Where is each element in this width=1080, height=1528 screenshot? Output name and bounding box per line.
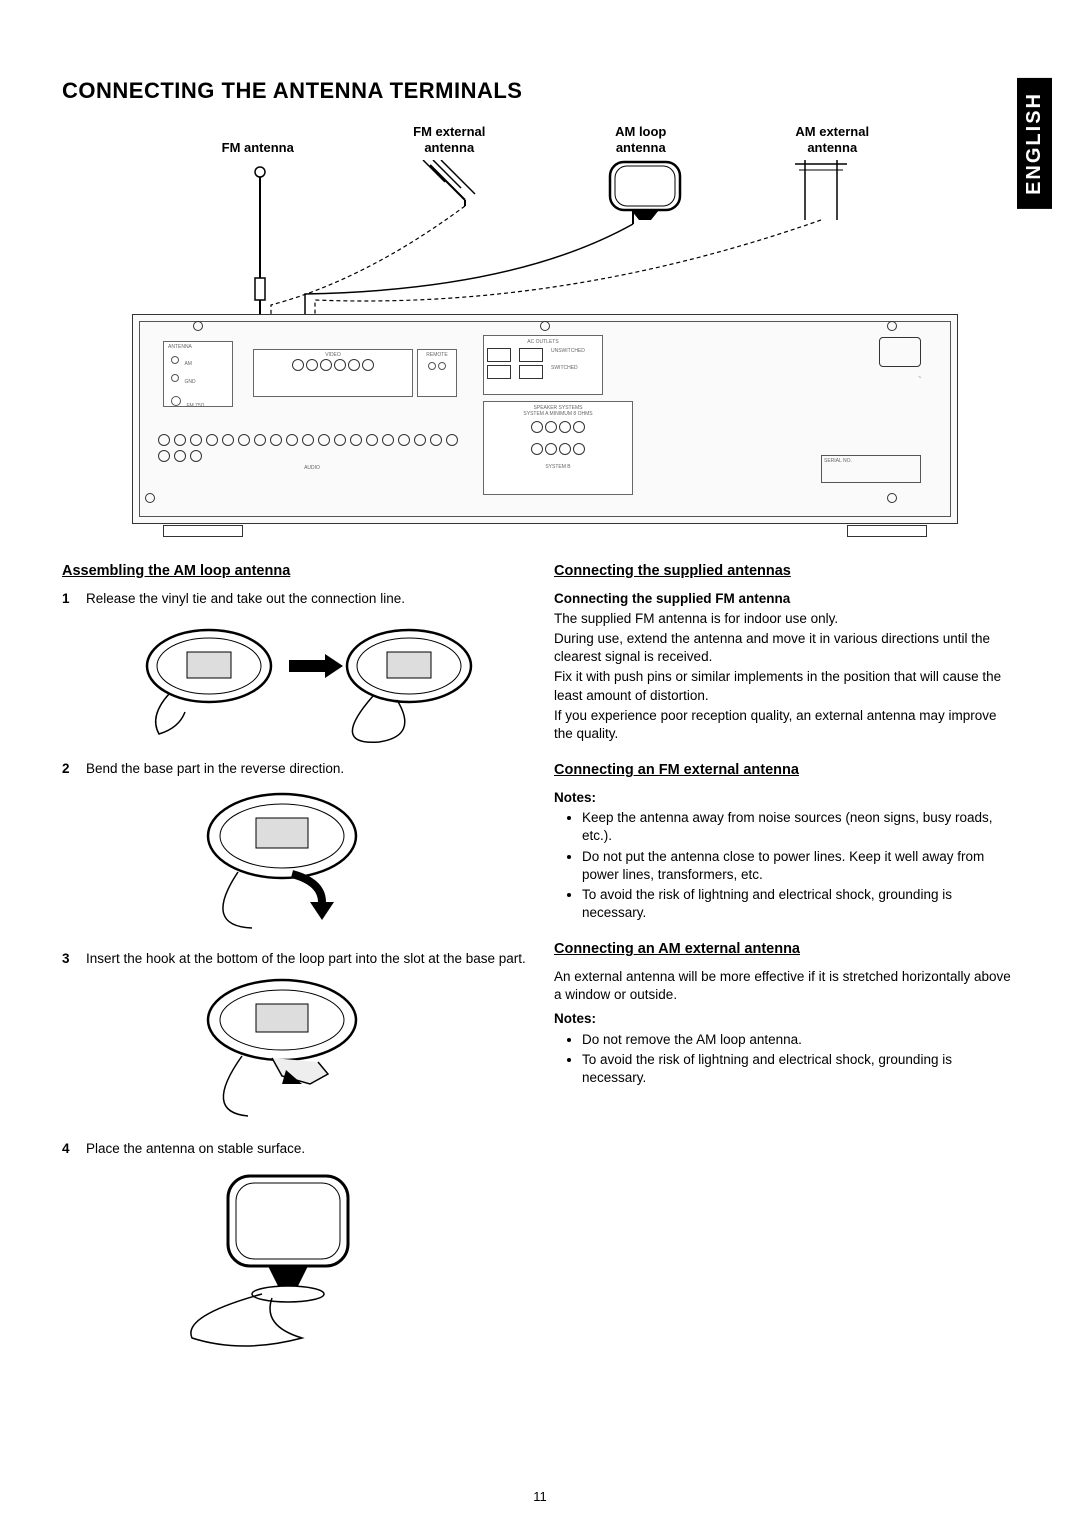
heading-fm-external: Connecting an FM external antenna <box>554 761 1018 781</box>
step-text-4: Place the antenna on stable surface. <box>86 1140 305 1158</box>
note-2-1: To avoid the risk of lightning and elect… <box>582 1051 1018 1087</box>
para-am-1: An external antenna will be more effecti… <box>554 968 1018 1004</box>
notes-list-1: Keep the antenna away from noise sources… <box>582 809 1018 922</box>
label-am-external: AM externalantenna <box>737 124 929 155</box>
notes-heading-1: Notes: <box>554 789 1018 807</box>
step-image-4 <box>142 1166 402 1356</box>
step-num-3: 3 <box>62 950 76 968</box>
heading-am-external: Connecting an AM external antenna <box>554 940 1018 960</box>
step-text-3: Insert the hook at the bottom of the loo… <box>86 950 526 968</box>
step-num-4: 4 <box>62 1140 76 1158</box>
page-title: CONNECTING THE ANTENNA TERMINALS <box>62 78 1018 104</box>
step-text-1: Release the vinyl tie and take out the c… <box>86 590 405 608</box>
wiring-svg <box>162 160 928 330</box>
heading-connecting-supplied: Connecting the supplied antennas <box>554 562 1018 582</box>
label-fm-antenna: FM antenna <box>162 124 354 155</box>
heading-assembling: Assembling the AM loop antenna <box>62 562 526 582</box>
notes-heading-2: Notes: <box>554 1010 1018 1028</box>
step-image-1 <box>92 616 526 746</box>
step-text-2: Bend the base part in the reverse direct… <box>86 760 344 778</box>
label-fm-external: FM externalantenna <box>354 124 546 155</box>
note-1-1: Do not put the antenna close to power li… <box>582 848 1018 884</box>
receiver-rear-panel: ANTENNA AM GND FM 75Ω VIDEO REMOTE AUDIO… <box>132 314 958 524</box>
step-num-2: 2 <box>62 760 76 778</box>
step-num-1: 1 <box>62 590 76 608</box>
right-column: Connecting the supplied antennas Connect… <box>554 562 1018 1370</box>
step-image-2 <box>172 786 392 936</box>
note-1-2: To avoid the risk of lightning and elect… <box>582 886 1018 922</box>
para-fm-1: The supplied FM antenna is for indoor us… <box>554 610 1018 628</box>
notes-list-2: Do not remove the AM loop antenna. To av… <box>582 1031 1018 1088</box>
label-am-loop: AM loopantenna <box>545 124 737 155</box>
para-fm-3: Fix it with push pins or similar impleme… <box>554 668 1018 704</box>
para-fm-2: During use, extend the antenna and move … <box>554 630 1018 666</box>
left-column: Assembling the AM loop antenna 1 Release … <box>62 562 526 1370</box>
language-tab: ENGLISH <box>1017 78 1052 209</box>
step-image-3 <box>172 976 392 1126</box>
note-2-0: Do not remove the AM loop antenna. <box>582 1031 1018 1049</box>
antenna-diagram: FM antenna FM externalantenna AM loopant… <box>162 124 928 544</box>
subheading-fm-supplied: Connecting the supplied FM antenna <box>554 590 1018 608</box>
para-fm-4: If you experience poor reception quality… <box>554 707 1018 743</box>
note-1-0: Keep the antenna away from noise sources… <box>582 809 1018 845</box>
page-number: 11 <box>0 1489 1080 1504</box>
